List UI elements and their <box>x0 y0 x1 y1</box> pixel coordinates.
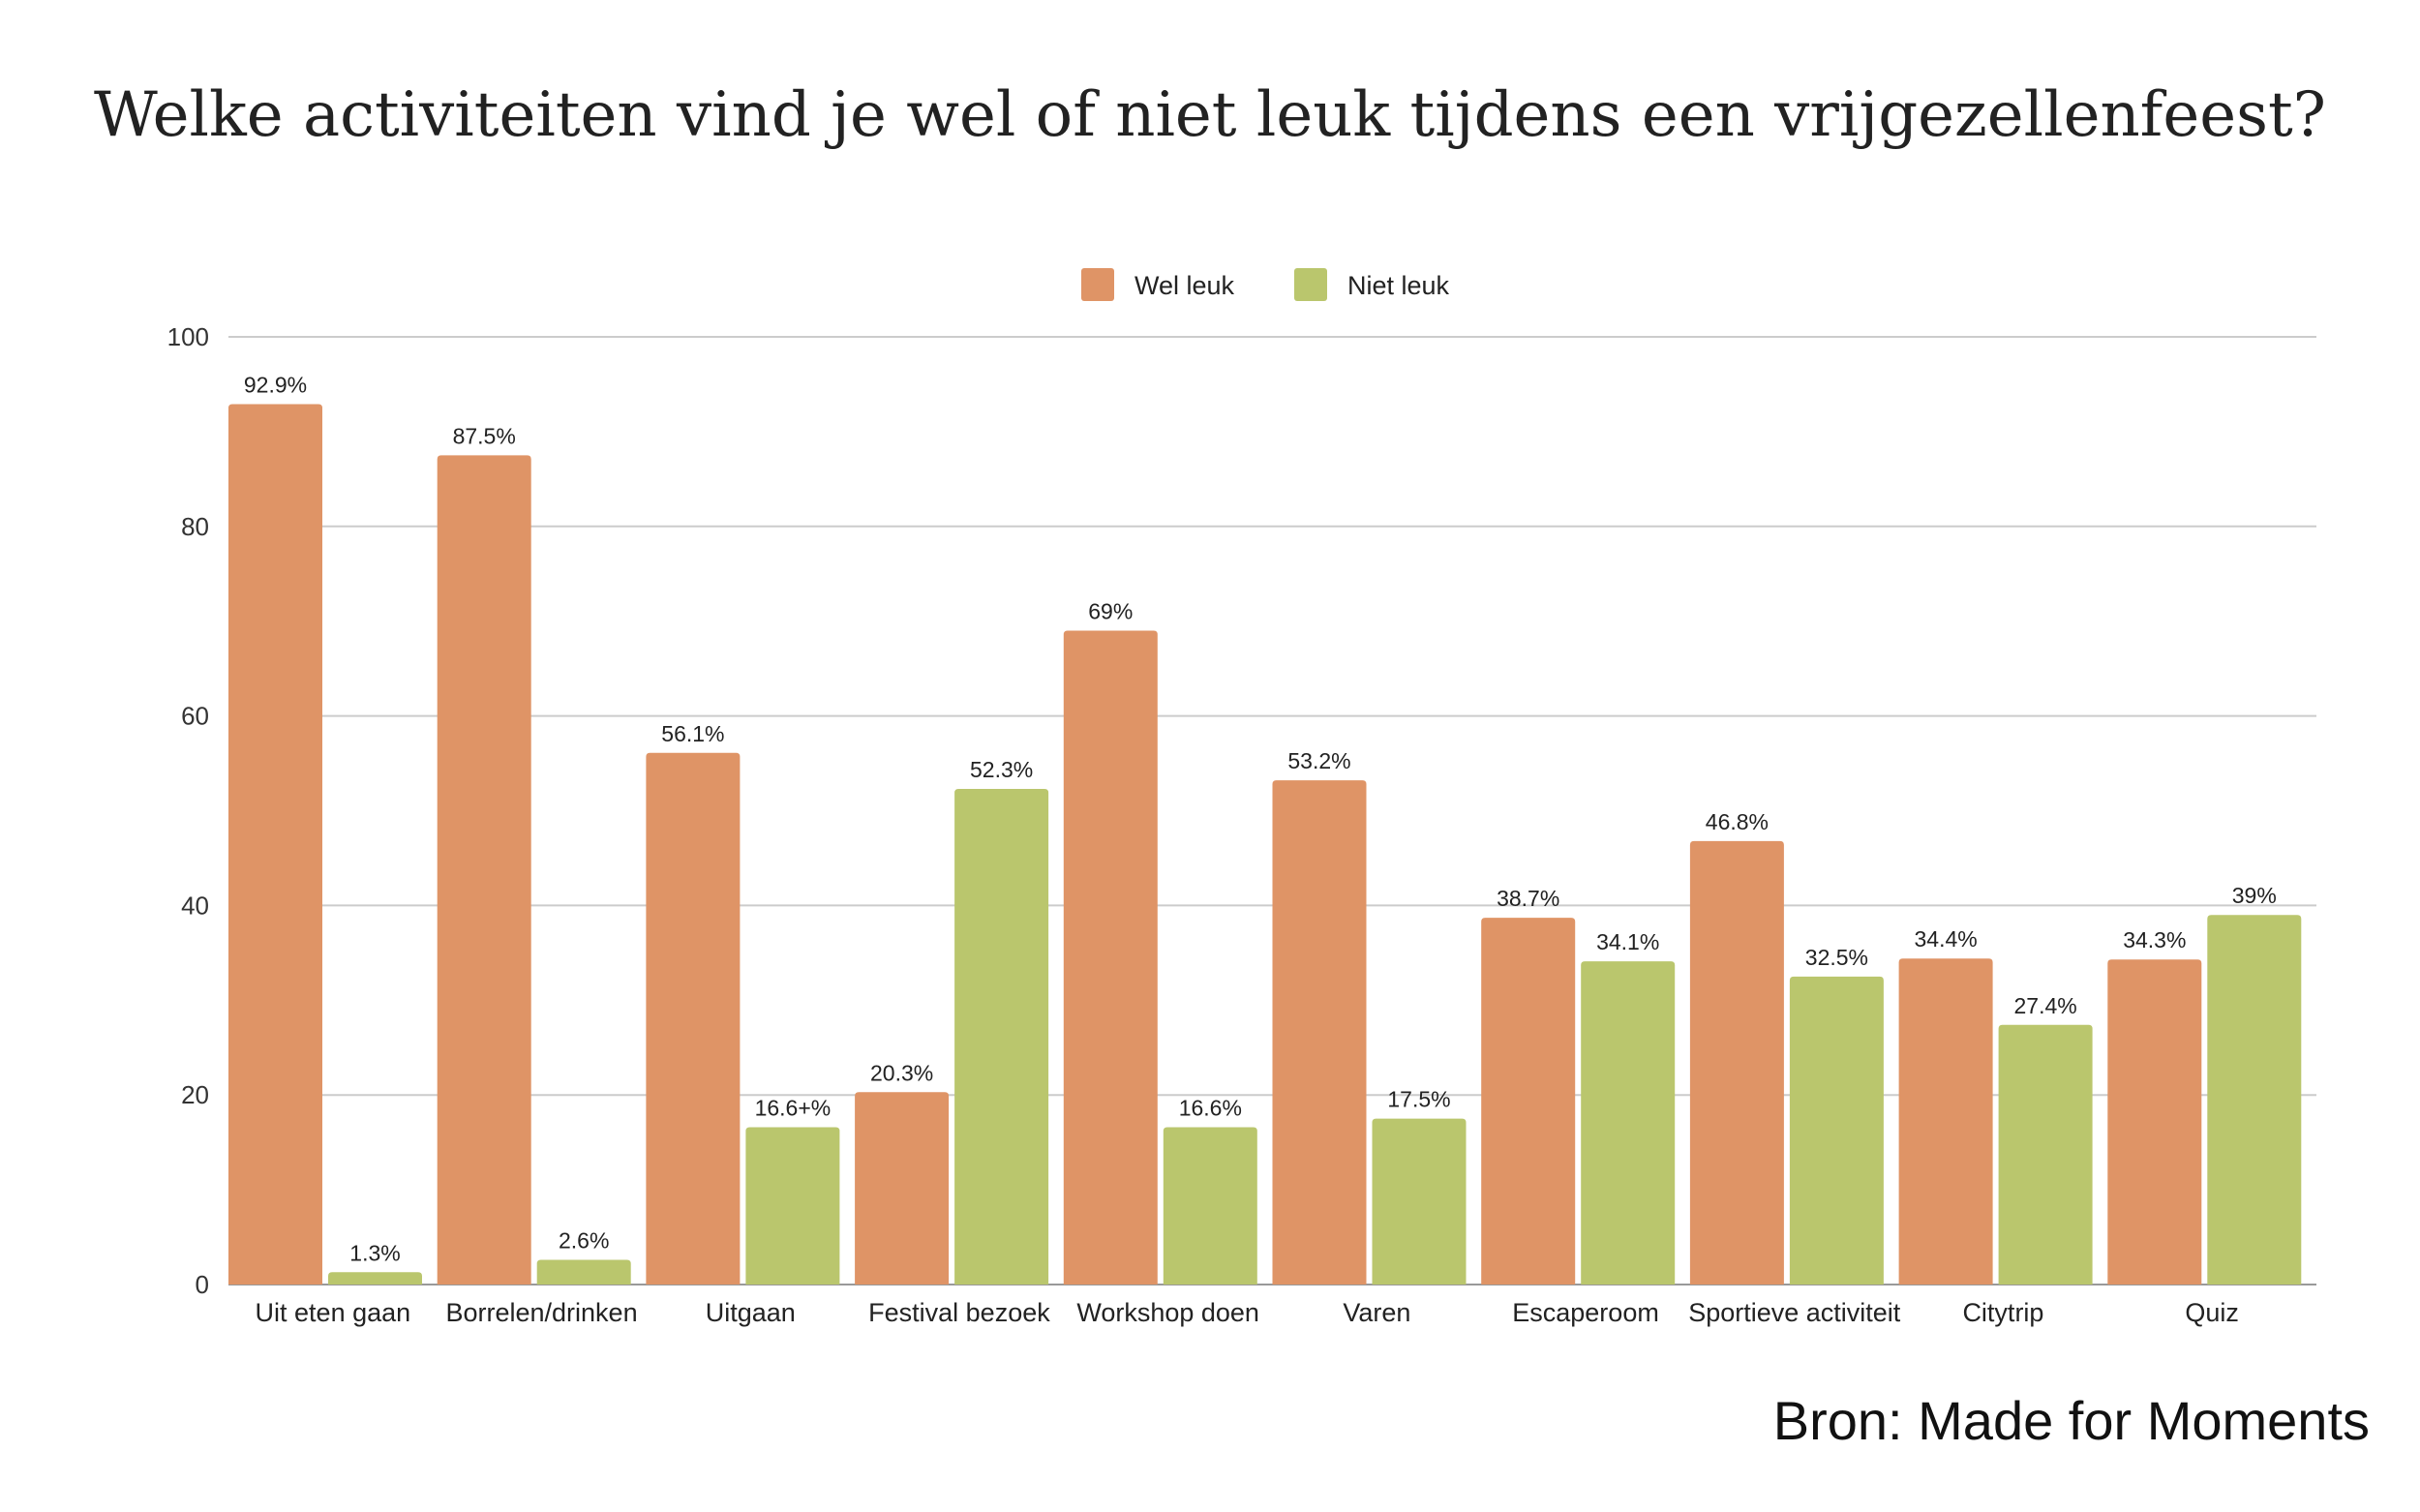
bar-niet-leuk <box>1789 976 1884 1285</box>
legend-swatch <box>1081 268 1114 301</box>
bar-niet-leuk <box>954 788 1049 1285</box>
y-tick-label: 100 <box>167 322 209 351</box>
data-label: 69% <box>1088 598 1133 623</box>
bar-wel-leuk <box>228 404 322 1285</box>
data-label: 38.7% <box>1497 886 1559 911</box>
bar-niet-leuk <box>536 1259 631 1285</box>
y-tick-label: 80 <box>181 512 209 541</box>
x-tick-label: Festival bezoek <box>868 1298 1050 1327</box>
bar-niet-leuk <box>328 1272 422 1285</box>
bar-wel-leuk <box>855 1092 950 1285</box>
x-tick-label: Workshop doen <box>1076 1298 1259 1327</box>
bar-wel-leuk <box>1063 630 1158 1285</box>
x-tick-label: Quiz <box>2185 1298 2239 1327</box>
x-axis: Uit eten gaan Borrelen/drinken Uitgaan Fest… <box>256 1298 2239 1327</box>
legend-swatch <box>1294 268 1327 301</box>
bar-niet-leuk <box>745 1127 840 1285</box>
x-tick-label: Borrelen/drinken <box>445 1298 637 1327</box>
x-tick-label: Citytrip <box>1962 1298 2043 1327</box>
data-label: 34.3% <box>2123 927 2186 953</box>
y-tick-label: 20 <box>181 1080 209 1109</box>
data-label: 34.1% <box>1596 929 1659 954</box>
bar-niet-leuk <box>1163 1127 1257 1285</box>
data-label: 16.6+% <box>755 1095 832 1120</box>
y-tick-label: 60 <box>181 702 209 731</box>
chart-title: Welke activiteiten vind je wel of niet l… <box>94 79 2326 151</box>
bar-niet-leuk <box>1372 1118 1467 1285</box>
bars: 92.9% 1.3% 87.5% 2.6% 56.1% 16.6+% 20.3% 52.3% 6… <box>228 373 2302 1285</box>
data-label: 56.1% <box>661 721 724 746</box>
bar-niet-leuk <box>1998 1024 2093 1285</box>
y-tick-label: 0 <box>196 1270 209 1299</box>
data-label: 87.5% <box>453 423 516 448</box>
bar-wel-leuk <box>437 455 531 1285</box>
x-tick-label: Sportieve activiteit <box>1688 1298 1901 1327</box>
data-label: 53.2% <box>1287 748 1350 773</box>
x-tick-label: Escaperoom <box>1512 1298 1659 1327</box>
data-label: 16.6% <box>1179 1095 1242 1120</box>
data-label: 32.5% <box>1805 945 1868 970</box>
bar-wel-leuk <box>1272 780 1367 1285</box>
data-label: 1.3% <box>349 1240 400 1265</box>
data-label: 92.9% <box>244 373 307 398</box>
data-label: 17.5% <box>1387 1087 1450 1112</box>
x-tick-label: Varen <box>1343 1298 1410 1327</box>
data-label: 20.3% <box>870 1060 933 1085</box>
legend: Wel leuk Niet leuk <box>1081 268 1450 301</box>
data-label: 52.3% <box>970 757 1033 782</box>
bar-wel-leuk <box>646 752 741 1285</box>
y-axis: 0 20 40 60 80 100 <box>167 322 209 1299</box>
x-tick-label: Uit eten gaan <box>256 1298 411 1327</box>
legend-label: Niet leuk <box>1347 271 1450 300</box>
bar-niet-leuk <box>1581 961 1676 1285</box>
legend-label: Wel leuk <box>1134 271 1235 300</box>
data-label: 46.8% <box>1706 809 1769 834</box>
bar-niet-leuk <box>2207 915 2302 1285</box>
y-tick-label: 40 <box>181 891 209 920</box>
bar-wel-leuk <box>1898 958 1993 1285</box>
bar-wel-leuk <box>1481 918 1576 1285</box>
data-label: 34.4% <box>1914 926 1977 952</box>
source-note: Bron: Made for Moments <box>1773 1390 2370 1451</box>
x-tick-label: Uitgaan <box>706 1298 796 1327</box>
bar-wel-leuk <box>2107 959 2202 1285</box>
data-label: 39% <box>2232 883 2277 908</box>
data-label: 2.6% <box>559 1228 609 1254</box>
data-label: 27.4% <box>2013 993 2076 1018</box>
bar-wel-leuk <box>1689 840 1784 1285</box>
